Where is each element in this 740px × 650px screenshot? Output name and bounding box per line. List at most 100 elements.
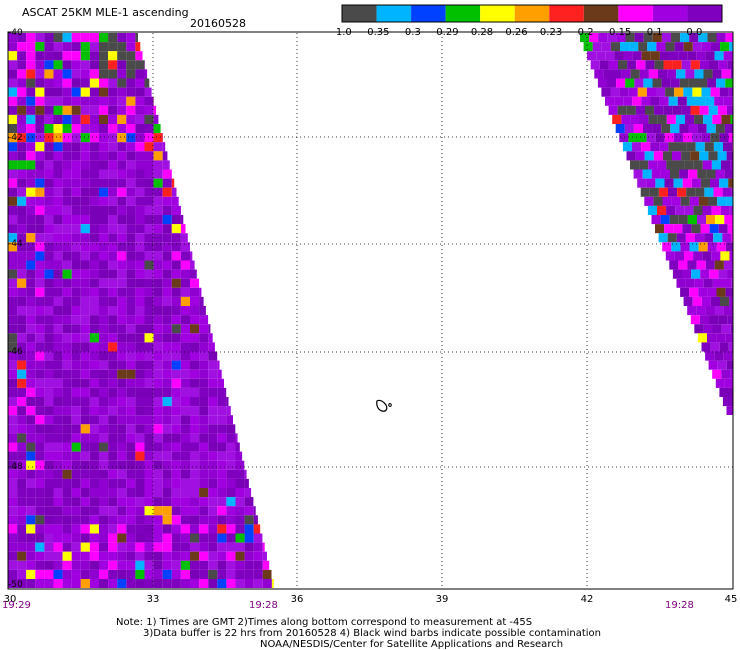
data-cell [199,533,209,543]
data-cell [35,497,45,507]
data-cell [35,478,45,488]
data-cell [673,178,683,188]
data-cell [144,397,154,407]
data-cell [35,142,45,152]
data-cell [630,69,640,79]
data-cell [8,506,18,516]
data-cell [687,51,697,61]
data-cell [99,242,109,252]
data-cell [721,114,731,124]
data-cell [162,469,172,479]
data-cell [632,142,642,152]
data-cell [144,506,154,516]
data-cell [180,251,190,261]
data-cell [217,442,227,452]
data-cell [692,296,702,306]
data-cell [726,151,733,161]
data-cell [8,60,18,70]
data-cell [99,360,109,370]
data-cell [8,579,18,588]
data-cell [691,269,701,279]
data-cell [153,142,163,152]
colorbar-label: -0.26 [501,27,528,38]
data-cell [126,524,136,534]
data-cell [62,478,72,488]
data-cell [8,415,18,425]
data-cell [26,251,36,261]
data-cell [44,114,54,124]
data-cell [171,187,177,197]
data-cell [713,187,723,197]
data-cell [180,442,190,452]
data-cell [99,260,109,270]
data-cell [727,224,733,234]
data-cell [629,42,639,52]
data-cell [144,360,154,370]
data-cell [26,306,36,316]
data-cell [675,114,685,124]
data-cell [99,551,109,561]
data-cell [679,124,689,134]
data-cell [180,360,190,370]
data-cell [144,105,154,115]
data-cell [217,460,227,470]
data-cell [710,342,720,352]
data-cell [708,360,718,370]
data-cell [709,60,719,70]
data-cell [728,387,733,397]
data-cell [117,415,127,425]
colorbar-label: -0.1 [643,27,663,38]
data-cell [99,506,109,516]
data-cell [253,506,256,516]
data-cell [692,42,702,52]
data-cell [62,33,72,43]
data-cell [171,296,181,306]
data-cell [153,242,163,252]
data-cell [35,469,45,479]
data-cell [117,324,127,334]
data-cell [26,442,36,452]
data-cell [700,224,710,234]
data-cell [208,378,218,388]
data-cell [53,142,63,152]
data-cell [153,387,163,397]
data-cell [117,224,127,234]
data-cell [614,51,624,61]
data-cell [153,424,163,434]
data-cell [126,442,136,452]
data-cell [665,87,675,97]
data-cell [89,215,99,225]
data-cell [35,342,45,352]
data-cell [62,133,72,143]
data-cell [694,324,704,334]
data-cell [190,287,200,297]
data-cell [108,251,118,261]
data-cell [108,488,118,498]
data-cell [26,260,36,270]
data-cell [62,215,72,225]
data-cell [53,424,63,434]
data-cell [108,160,118,170]
data-cell [144,187,154,197]
data-cell [99,533,109,543]
data-cell [271,579,274,588]
data-cell [71,96,81,106]
data-cell [135,224,145,234]
data-cell [126,560,136,570]
data-cell [89,378,99,388]
data-cell [89,469,99,479]
data-cell [99,296,109,306]
data-cell [208,560,218,570]
data-cell [80,451,90,461]
data-cell [199,488,209,498]
data-cell [117,296,127,306]
data-cell [180,542,190,552]
data-cell [171,488,181,498]
data-cell [654,105,664,115]
data-cell [144,260,154,270]
data-cell [71,524,81,534]
data-cell [144,542,154,552]
data-cell [171,524,181,534]
data-cell [8,533,18,543]
data-cell [135,542,145,552]
